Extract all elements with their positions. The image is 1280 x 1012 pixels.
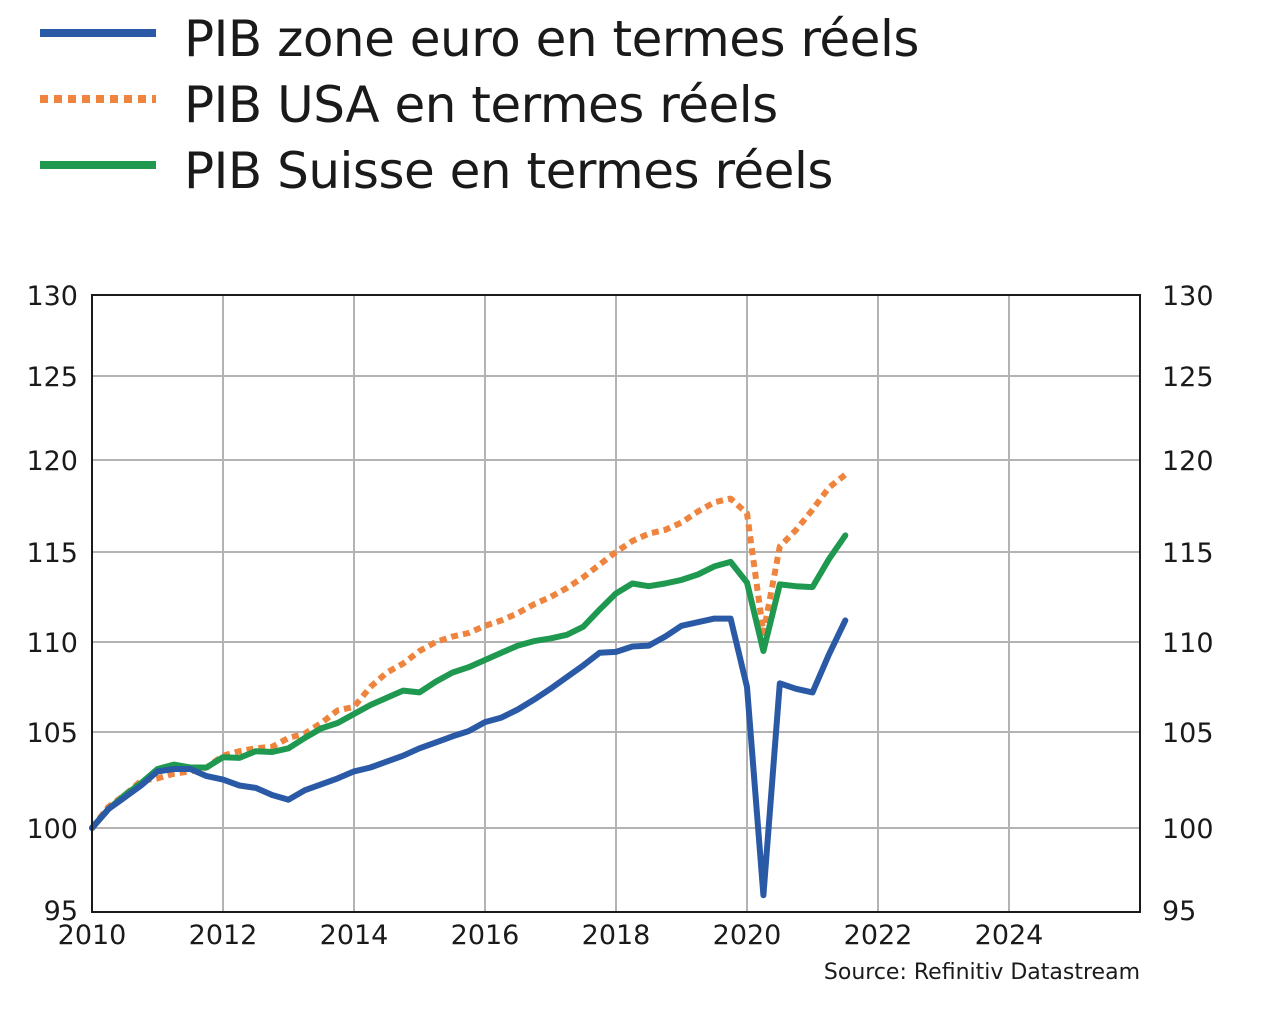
legend-swatch-suisse [40, 161, 156, 169]
y-tick-label-right: 125 [1162, 362, 1214, 393]
series-line-2 [89, 532, 849, 831]
legend-swatch-usa [40, 95, 156, 103]
legend-label-euro: PIB zone euro en termes réels [184, 10, 919, 68]
series-line-0 [89, 615, 849, 899]
legend-label-usa: PIB USA en termes réels [184, 76, 778, 134]
y-tick-label-left: 110 [26, 628, 78, 659]
source-note: Source: Refinitiv Datastream [823, 960, 1140, 985]
y-tick-label-left: 125 [26, 362, 78, 393]
legend-label-suisse: PIB Suisse en termes réels [184, 142, 833, 200]
x-tick-label: 2022 [844, 920, 913, 951]
y-tick-label-left: 100 [26, 814, 78, 845]
x-tick-label: 2018 [582, 920, 651, 951]
plot-frame [91, 294, 1141, 913]
legend-swatch-euro [40, 29, 156, 37]
y-tick-label-right: 130 [1162, 281, 1214, 312]
y-tick-label-right: 110 [1162, 628, 1214, 659]
y-tick-label-left: 120 [26, 446, 78, 477]
x-tick-label: 2010 [58, 920, 127, 951]
y-tick-label-right: 105 [1162, 718, 1214, 749]
chart-series [89, 472, 849, 899]
y-tick-label-right: 115 [1162, 538, 1214, 569]
chart-gridlines [92, 295, 1140, 912]
y-tick-label-left: 115 [26, 538, 78, 569]
x-tick-label: 2012 [189, 920, 258, 951]
y-tick-label-right: 120 [1162, 446, 1214, 477]
y-tick-label-right: 100 [1162, 814, 1214, 845]
x-tick-label: 2014 [320, 920, 389, 951]
y-tick-label-left: 95 [44, 896, 78, 927]
x-tick-label: 2024 [975, 920, 1044, 951]
chart-tick-labels: 2010 2012 2014 2016 2018 2020 2022 2024 95 95 100 1… [26, 281, 1213, 951]
x-tick-label: 2020 [713, 920, 782, 951]
x-tick-label: 2016 [451, 920, 520, 951]
y-tick-label-left: 105 [26, 718, 78, 749]
y-tick-label-left: 130 [26, 281, 78, 312]
y-tick-label-right: 95 [1162, 896, 1196, 927]
